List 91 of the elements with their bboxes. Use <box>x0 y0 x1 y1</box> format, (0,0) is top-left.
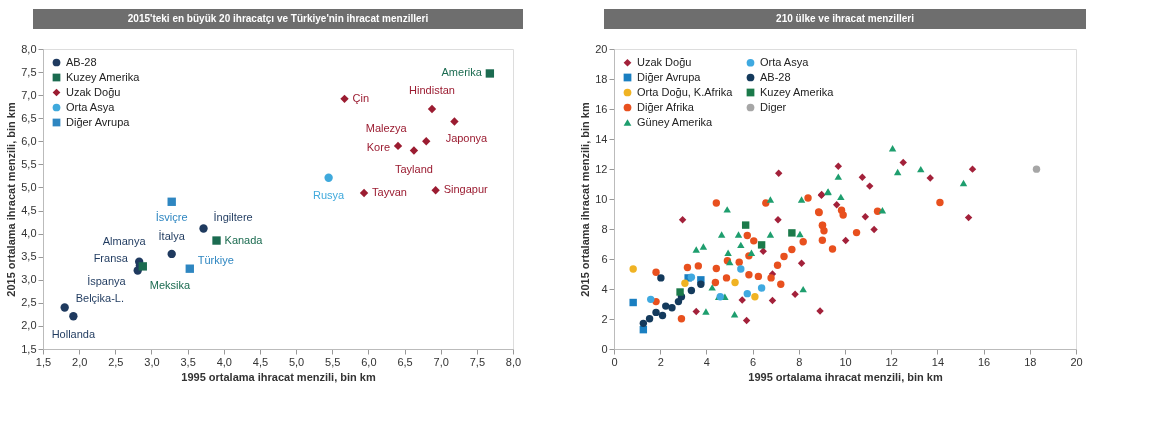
y-tick-label: 4 <box>601 282 608 295</box>
legend-label: Diğer Avrupa <box>66 115 131 128</box>
x-tick-label: 4,5 <box>252 355 269 368</box>
legend-label: Uzak Doğu <box>637 55 692 68</box>
y-tick-label: 12 <box>595 162 608 175</box>
x-tick-label: 20 <box>1070 355 1083 368</box>
annotation: Tayvan <box>372 186 407 198</box>
annotation: Hindistan <box>409 84 455 96</box>
annotation: İtalya <box>158 229 186 242</box>
chart-title: 2015'teki en büyük 20 ihracatçı ve Türkiye'nin ihracat menzilleri <box>127 13 429 24</box>
annotation: Tayland <box>394 162 433 175</box>
legend-label: Diğer Afrika <box>637 100 695 113</box>
x-tick-label: 8 <box>796 355 803 368</box>
x-tick-label: 0 <box>611 355 618 368</box>
x-tick-label: 2,5 <box>108 355 124 368</box>
x-tick-label: 6 <box>750 355 757 368</box>
y-tick-label: 5,5 <box>21 157 37 170</box>
y-tick-label: 8,0 <box>21 42 37 55</box>
y-axis-title: 2015 ortalama ihracat menzili, bin km <box>579 102 592 297</box>
x-tick-label: 1,5 <box>35 355 52 368</box>
y-tick-label: 18 <box>595 72 608 85</box>
annotation: Amerika <box>441 66 483 79</box>
annotation: İspanya <box>87 274 127 287</box>
annotation: Meksika <box>149 279 192 292</box>
x-tick-label: 3,0 <box>144 355 160 368</box>
chart-title: 210 ülke ve ihracat menzilleri <box>776 13 915 24</box>
x-tick-label: 5,0 <box>288 355 305 368</box>
x-tick-label: 2,0 <box>72 355 88 368</box>
y-tick-label: 3,0 <box>21 273 37 286</box>
annotation: Fransa <box>93 252 129 265</box>
y-tick-label: 5,0 <box>21 180 37 193</box>
y-tick-label: 7,0 <box>21 88 37 101</box>
legend-label: Kuzey Amerika <box>66 70 141 83</box>
annotation: Almanya <box>102 234 147 247</box>
x-tick-label: 16 <box>977 355 991 368</box>
annotation: Singapur <box>443 183 488 196</box>
x-tick-label: 10 <box>839 355 852 368</box>
y-tick-label: 2 <box>601 312 608 325</box>
annotation: Rusya <box>313 188 346 201</box>
y-tick-label: 16 <box>595 102 608 115</box>
x-tick-label: 4,0 <box>216 355 232 368</box>
legend-label: Diğer Avrupa <box>637 70 702 83</box>
x-tick-label: 2 <box>657 355 664 368</box>
y-tick-label: 8 <box>601 222 608 235</box>
annotation: Kanada <box>224 233 264 246</box>
x-tick-label: 5,5 <box>325 355 341 368</box>
x-axis-title: 1995 ortalama ihracat menzili, bin km <box>181 370 376 383</box>
x-tick-label: 12 <box>885 355 898 368</box>
legend-label: AB-28 <box>760 70 791 83</box>
x-tick-label: 3,5 <box>180 355 196 368</box>
annotation: Kore <box>366 140 391 153</box>
legend-label: Kuzey Amerika <box>760 85 835 98</box>
x-tick-label: 7,0 <box>433 355 449 368</box>
legend-label: Uzak Doğu <box>66 85 121 98</box>
y-tick-label: 0 <box>601 342 608 355</box>
x-tick-label: 6,5 <box>397 355 413 368</box>
y-tick-label: 10 <box>595 192 608 205</box>
y-tick-label: 2,0 <box>21 319 37 332</box>
annotation: Malezya <box>365 122 408 135</box>
legend-label: Güney Amerika <box>637 115 714 128</box>
annotation: Çin <box>352 91 370 104</box>
y-tick-label: 1,5 <box>21 342 37 355</box>
y-tick-label: 14 <box>595 132 608 145</box>
annotation: Japonya <box>445 132 489 145</box>
legend-label: AB-28 <box>66 55 97 68</box>
x-tick-label: 7,5 <box>469 355 485 368</box>
x-tick-label: 8,0 <box>505 355 522 368</box>
annotation: Hollanda <box>51 328 96 341</box>
annotation: İsviçre <box>155 210 188 223</box>
x-tick-label: 4 <box>703 355 710 368</box>
y-tick-label: 3,5 <box>21 250 37 263</box>
y-tick-label: 4,5 <box>21 204 37 217</box>
x-axis-title: 1995 ortalama ihracat menzili, bin km <box>748 370 943 383</box>
x-tick-label: 6,0 <box>361 355 377 368</box>
legend-label: Diger <box>760 100 787 113</box>
y-tick-label: 20 <box>595 42 608 55</box>
y-tick-label: 4,0 <box>21 227 37 240</box>
legend-label: Orta Asya <box>760 55 810 68</box>
annotation: İngiltere <box>213 210 253 223</box>
legend-label: Orta Asya <box>66 100 116 113</box>
x-tick-label: 18 <box>1024 355 1037 368</box>
y-tick-label: 2,5 <box>21 296 37 309</box>
y-axis-title: 2015 ortalama ihracat menzili, bin km <box>5 102 18 297</box>
x-tick-label: 14 <box>931 355 945 368</box>
y-tick-label: 7,5 <box>21 65 37 78</box>
annotation: Türkiye <box>197 253 234 266</box>
y-tick-label: 6,0 <box>21 134 37 147</box>
y-tick-label: 6 <box>601 252 608 265</box>
annotation: Belçika-L. <box>75 292 124 305</box>
legend-label: Orta Doğu, K.Afrika <box>637 85 734 98</box>
y-tick-label: 6,5 <box>21 111 37 124</box>
